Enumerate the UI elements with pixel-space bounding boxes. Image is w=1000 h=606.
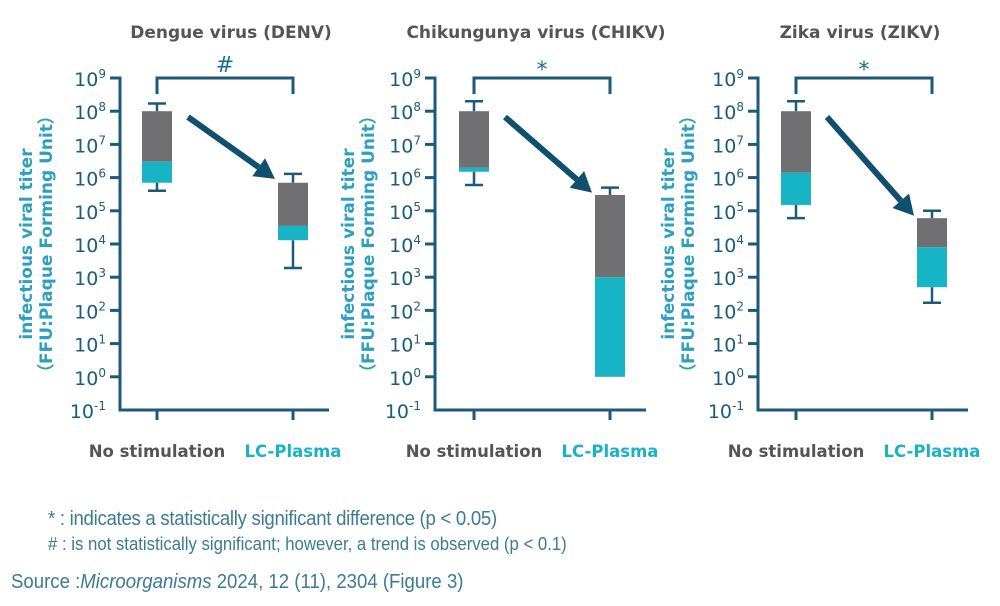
category-label-lc-plasma: LC-Plasma [245,442,342,461]
source-prefix: Source : [11,571,81,593]
box-lower-quartile [917,247,947,288]
y-tick-label: 102 [74,299,106,323]
decrease-arrow-head [569,171,592,193]
source-details: 2024, 12 (11), 2304 (Figure 3) [211,571,464,593]
chart-title: Chikungunya virus (CHIKV) [406,23,665,43]
decrease-arrow-shaft [824,115,904,203]
y-tick-label: 105 [74,200,106,224]
y-axis-label: infectious viral titer [339,148,359,340]
note-trend: # : is not statistically significant; ho… [48,534,567,554]
y-tick-label: 100 [712,366,744,390]
significance-bracket [155,76,295,94]
y-tick-label: 105 [712,200,744,224]
y-tick-label: 108 [389,100,421,124]
y-tick-label: 107 [389,133,421,157]
box-lower-quartile [781,172,811,205]
chart-panel-2: Chikungunya virus (CHIKV) infectious vira… [339,23,666,461]
box-upper-quartile [459,111,489,168]
category-label-lc-plasma: LC-Plasma [884,442,981,461]
box-upper-quartile [142,111,172,162]
significance-marker: # [216,53,234,78]
y-tick-label: 109 [389,67,421,91]
category-label-no-stimulation: No stimulation [728,442,865,461]
chart-panel-3: Zika virus (ZIKV) infectious viral titer （… [659,23,980,461]
category-label-lc-plasma: LC-Plasma [562,442,659,461]
y-tick-label: 106 [389,167,421,191]
box-no-stimulation [459,99,489,187]
source-citation: Source :Microorganisms 2024, 12 (11), 23… [11,571,463,594]
y-tick-label: 102 [712,299,744,323]
y-tick-label: 105 [389,200,421,224]
significance-bracket [472,76,612,94]
y-tick-label: 104 [712,233,744,257]
chart-panel-1: Dengue virus (DENV) infectious viral tite… [17,23,341,461]
note-significant: * : indicates a statistically significan… [48,508,497,530]
y-tick-label: 104 [74,233,106,257]
y-tick-label: 100 [389,366,421,390]
y-tick-label: 106 [74,167,106,191]
box-upper-quartile [595,194,625,278]
box-lower-quartile [278,225,308,241]
y-tick-label: 107 [712,133,744,157]
decrease-arrow-head [252,158,275,179]
y-tick-label: 109 [74,67,106,91]
box-lower-quartile [595,277,625,377]
y-axis-unit-label: （FFU:Plaque Forming Unit） [358,107,379,381]
box-lower-quartile [459,167,489,172]
box-no-stimulation [142,102,172,193]
category-label-no-stimulation: No stimulation [89,442,226,461]
category-label-no-stimulation: No stimulation [406,442,543,461]
y-tick-label: 103 [712,266,744,290]
box-upper-quartile [278,182,308,226]
box-upper-quartile [781,111,811,173]
y-tick-label: 104 [389,233,421,257]
y-axis-unit-label: （FFU:Plaque Forming Unit） [678,107,699,381]
y-axis-label: infectious viral titer [659,148,679,340]
significance-bracket [794,76,934,94]
y-axis-unit-label: （FFU:Plaque Forming Unit） [36,107,57,381]
y-tick-label: 103 [389,266,421,290]
y-tick-label: 102 [389,299,421,323]
y-axis-label: infectious viral titer [17,148,37,340]
y-tick-label: 109 [712,67,744,91]
box-lower-quartile [142,161,172,183]
source-journal: Microorganisms [80,571,212,593]
y-tick-label: 10-1 [708,399,744,423]
y-tick-label: 101 [74,333,106,357]
box-upper-quartile [917,218,947,248]
y-tick-label: 100 [74,366,106,390]
y-tick-label: 10-1 [70,399,106,423]
y-tick-label: 108 [712,100,744,124]
significance-marker: * [859,58,870,83]
y-tick-label: 106 [712,167,744,191]
decrease-arrow-head [892,193,914,216]
chart-title: Dengue virus (DENV) [130,23,332,43]
y-tick-label: 107 [74,133,106,157]
box-lc-plasma [917,209,947,304]
decrease-arrow-shaft [186,114,261,170]
y-tick-label: 101 [712,333,744,357]
y-tick-label: 108 [74,100,106,124]
y-tick-label: 10-1 [385,399,421,423]
box-lc-plasma [595,186,625,377]
y-tick-label: 101 [389,333,421,357]
notes: * : indicates a statistically significan… [48,506,606,556]
significance-marker: * [537,58,548,83]
chart-title: Zika virus (ZIKV) [780,23,941,43]
box-no-stimulation [781,99,811,220]
decrease-arrow-shaft [503,114,579,182]
box-lc-plasma [278,172,308,270]
y-tick-label: 103 [74,266,106,290]
